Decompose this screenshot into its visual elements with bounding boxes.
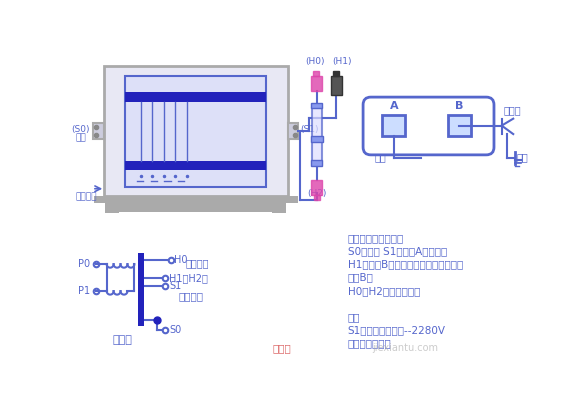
Bar: [382, 115, 405, 136]
Text: 引线为低压输出: 引线为低压输出: [347, 338, 391, 348]
Text: (H0): (H0): [305, 57, 325, 66]
Bar: [272, 209, 286, 213]
Text: (S1): (S1): [300, 125, 318, 134]
Bar: [314, 195, 320, 200]
Text: 二极管: 二极管: [504, 105, 522, 115]
Bar: [287, 123, 298, 139]
Text: 微波炉用接线方式：: 微波炉用接线方式：: [347, 233, 404, 243]
Bar: [313, 71, 319, 76]
Bar: [311, 160, 322, 166]
Bar: [312, 108, 321, 164]
Bar: [105, 202, 286, 212]
Bar: [93, 123, 104, 139]
Bar: [125, 76, 266, 187]
Text: S0接地， S1与电容A端子相连: S0接地， S1与电容A端子相连: [347, 247, 447, 256]
Text: (S0): (S0): [71, 125, 90, 134]
Text: 接线图: 接线图: [273, 343, 292, 353]
Text: S1端子为高压输出--2280V: S1端子为高压输出--2280V: [347, 325, 445, 335]
Bar: [311, 136, 323, 142]
Text: 接地: 接地: [76, 133, 87, 142]
Text: H1（H2）: H1（H2）: [169, 273, 208, 283]
Text: jiexiantu.com: jiexiantu.com: [373, 343, 438, 353]
Bar: [105, 209, 119, 213]
Text: 电容: 电容: [375, 152, 387, 162]
Bar: [448, 115, 471, 136]
Bar: [311, 102, 322, 108]
Text: 注：: 注：: [347, 312, 360, 322]
Text: P0: P0: [78, 259, 90, 269]
Text: H1与电容B端子相连（接有二极管的端: H1与电容B端子相连（接有二极管的端: [347, 260, 463, 270]
Bar: [138, 253, 143, 326]
Bar: [125, 92, 266, 102]
Bar: [125, 161, 266, 170]
Text: S0: S0: [169, 325, 181, 335]
Bar: [311, 76, 321, 91]
Text: 子为B）: 子为B）: [347, 273, 374, 283]
Bar: [333, 71, 339, 76]
Text: 高压线圈: 高压线圈: [178, 292, 203, 302]
Bar: [331, 76, 342, 95]
Text: H0: H0: [174, 255, 188, 265]
Text: 灯丝线圈: 灯丝线圈: [186, 258, 209, 269]
Text: P1: P1: [78, 286, 90, 296]
Text: 接线图: 接线图: [113, 335, 133, 345]
Text: (H1): (H1): [332, 57, 352, 66]
Text: S1: S1: [169, 281, 181, 291]
Text: A: A: [389, 101, 398, 111]
Bar: [311, 179, 322, 195]
FancyBboxPatch shape: [363, 97, 494, 155]
Text: H0、H2与磁控管相连: H0、H2与磁控管相连: [347, 286, 420, 296]
Text: B: B: [455, 101, 463, 111]
Text: (H2): (H2): [307, 190, 326, 198]
Text: 电源输入: 电源输入: [76, 193, 97, 202]
Bar: [104, 66, 287, 196]
Bar: [94, 196, 298, 202]
Text: 接地: 接地: [517, 152, 528, 162]
